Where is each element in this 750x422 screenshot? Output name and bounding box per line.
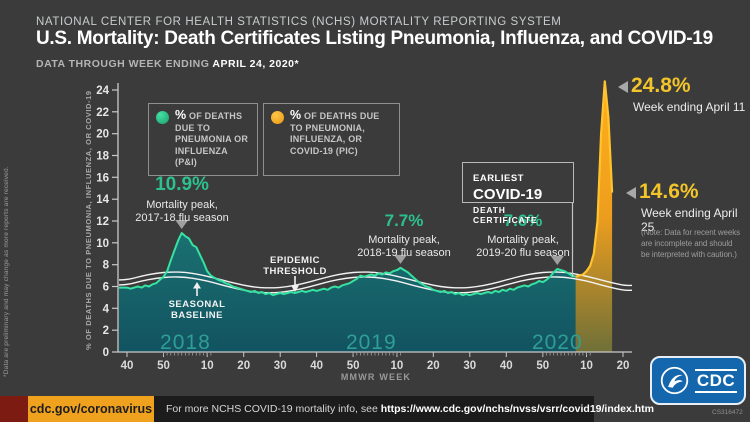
peak-marker-icon (394, 254, 407, 264)
x-tick-label: 10 (580, 360, 593, 372)
covid-peak-caption: Week ending April 11 (633, 100, 746, 114)
earliest-covid-box: EARLIEST COVID-19 DEATH CERTIFICATE (462, 162, 574, 225)
y-tick-label: 18 (96, 151, 109, 163)
annotation-peak-2020: 7.6% Mortality peak, 2019-20 flu season (448, 211, 598, 260)
peak-2019-line2: 2018-19 flu season (357, 247, 451, 259)
earliest-covid-line1: EARLIEST COVID-19 (473, 168, 573, 204)
peak-2018-caption: Mortality peak, 2017-18 flu season (107, 199, 257, 225)
epidemic-threshold-arrow-icon (291, 276, 299, 292)
hhs-eagle-icon (660, 366, 689, 395)
earliest-label: EARLIEST (473, 173, 524, 184)
latest-week-value: 14.6% (639, 180, 699, 203)
peak-2020-line1: Mortality peak, (487, 234, 559, 246)
peak-2019-value: 7.7% (384, 211, 424, 230)
peak-marker-icon (550, 256, 564, 265)
footer-info-bar: For more NCHS COVID-19 mortality info, s… (154, 396, 654, 422)
y-tick-label: 10 (96, 238, 109, 250)
footer-info-url[interactable]: https://www.cdc.gov/nchs/nvss/vsrr/covid… (380, 403, 655, 415)
x-tick-label: 40 (121, 360, 134, 372)
y-tick-label: 20 (96, 129, 109, 141)
covid-peak-value: 24.8% (631, 74, 691, 97)
x-tick-label: 10 (201, 360, 214, 372)
y-tick-label: 22 (96, 107, 109, 119)
legend-item-pic: % OF DEATHS DUE TO PNEUMONIA, INFLUENZA,… (263, 103, 400, 176)
pic-swatch-icon (271, 111, 284, 124)
peak-2019-line1: Mortality peak, (368, 234, 440, 246)
y-axis-title: % OF DEATHS DUE TO PNEUMONIA, INFLUENZA,… (84, 90, 93, 350)
y-tick-label: 16 (96, 172, 109, 184)
x-tick-label: 20 (237, 360, 250, 372)
epidemic-threshold-curve (118, 271, 632, 289)
subtitle-prefix: DATA THROUGH WEEK ENDING (36, 58, 213, 70)
legend-label-pic: % OF DEATHS DUE TO PNEUMONIA, INFLUENZA,… (290, 108, 392, 157)
x-tick-label: 40 (500, 360, 513, 372)
x-tick-label: 50 (536, 360, 549, 372)
pi-line (119, 232, 576, 297)
y-tick-label: 0 (103, 347, 109, 359)
legend-text-pic: OF DEATHS DUE TO PNEUMONIA, INFLUENZA, O… (290, 111, 380, 156)
peak-2020-value: 7.6% (503, 211, 543, 230)
pi-swatch-icon (156, 111, 169, 124)
legend-item-pi: % OF DEATHS DUE TO PNEUMONIA OR INFLUENZ… (148, 103, 258, 176)
y-tick-label: 6 (103, 282, 109, 294)
latest-week-caption: Week ending April 25 (641, 206, 738, 234)
peak-2018-line1: Mortality peak, (146, 199, 218, 211)
epidemic-threshold-label: EPIDEMIC THRESHOLD (263, 255, 327, 277)
x-tick-label: 10 (391, 360, 404, 372)
pic-line (575, 80, 614, 278)
eyebrow: NATIONAL CENTER FOR HEALTH STATISTICS (N… (36, 16, 562, 28)
covid-peak-pointer-icon (618, 81, 628, 93)
legend: % OF DEATHS DUE TO PNEUMONIA OR INFLUENZ… (148, 103, 400, 176)
seasonal-baseline-label: SEASONAL BASELINE (168, 299, 226, 321)
x-tick-label: 30 (463, 360, 476, 372)
year-label: 2019 (346, 331, 397, 354)
latest-week-pointer-icon (626, 187, 636, 199)
x-axis-title: MMWR WEEK (341, 372, 411, 382)
pic-area (575, 81, 613, 353)
peak-2020-line2: 2019-20 flu season (476, 247, 570, 259)
annotation-peak-2018: 10.9% Mortality peak, 2017-18 flu season (107, 174, 257, 225)
peak-2019-caption: Mortality peak, 2018-19 flu season (329, 234, 479, 260)
seasonal-baseline-arrow-icon (193, 282, 201, 296)
covid19-label: COVID-19 (473, 186, 543, 203)
y-tick-label: 2 (103, 325, 109, 337)
peak-marker-icon (175, 220, 189, 229)
x-tick-label: 50 (347, 360, 360, 372)
y-tick-label: 12 (96, 216, 109, 228)
death-certificate-label: DEATH CERTIFICATE (473, 205, 538, 225)
x-tick-label: 20 (427, 360, 440, 372)
cs-code: CS316472 (712, 409, 743, 416)
legend-text-pi: OF DEATHS DUE TO PNEUMONIA OR INFLUENZA … (175, 111, 249, 167)
y-tick-label: 14 (96, 194, 109, 206)
subtitle-date: APRIL 24, 2020* (212, 58, 300, 70)
cdc-logo: CDC (650, 356, 746, 405)
peak-2018-value: 10.9% (155, 174, 209, 195)
y-tick-label: 24 (96, 85, 109, 97)
annotation-peak-2019: 7.7% Mortality peak, 2018-19 flu season (329, 211, 479, 260)
peak-2020-caption: Mortality peak, 2019-20 flu season (448, 234, 598, 260)
peak-2018-line2: 2017-18 flu season (135, 212, 229, 224)
page-title: U.S. Mortality: Death Certificates Listi… (36, 28, 713, 49)
x-tick-label: 20 (617, 360, 630, 372)
footer-red-strip (0, 396, 28, 422)
seasonal-baseline-curve (118, 276, 632, 294)
x-tick-label: 40 (310, 360, 323, 372)
year-label: 2018 (160, 331, 211, 354)
cdc-logo-text: CDC (694, 368, 738, 393)
footer-info-text: For more NCHS COVID-19 mortality info, s… (166, 403, 381, 415)
subtitle: DATA THROUGH WEEK ENDING APRIL 24, 2020* (36, 58, 299, 70)
year-label: 2020 (532, 331, 583, 354)
legend-pct: % (290, 108, 302, 122)
latest-week-note: (Note: Data for recent weeks are incompl… (641, 228, 741, 259)
x-tick-label: 50 (157, 360, 170, 372)
cdc-coronavirus-link[interactable]: cdc.gov/coronavirus (28, 396, 154, 422)
x-tick-label: 30 (274, 360, 287, 372)
legend-pct: % (175, 108, 187, 122)
legend-label-pi: % OF DEATHS DUE TO PNEUMONIA OR INFLUENZ… (175, 108, 250, 169)
y-tick-label: 4 (103, 303, 110, 315)
y-tick-label: 8 (103, 260, 110, 272)
pi-area (119, 233, 576, 352)
